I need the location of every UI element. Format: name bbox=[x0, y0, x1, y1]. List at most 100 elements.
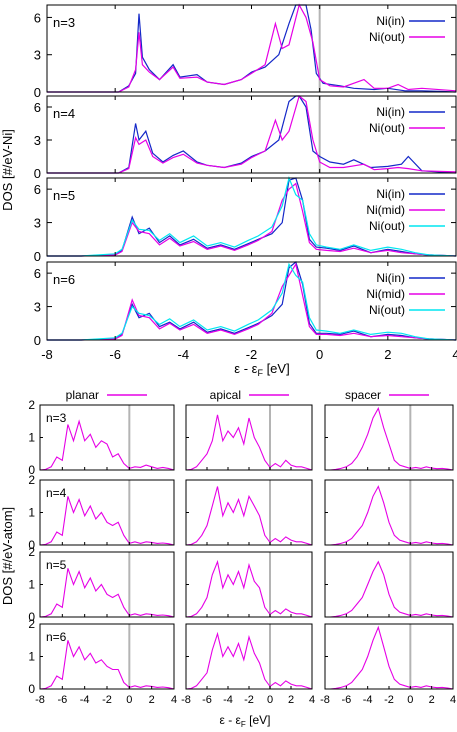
dos-curve bbox=[40, 640, 174, 689]
x-tick-label: -2 bbox=[384, 694, 394, 706]
x-tick-label: 0 bbox=[316, 347, 323, 362]
y-tick-label: 6 bbox=[34, 100, 41, 115]
x-tick-label: -2 bbox=[102, 694, 112, 706]
y-tick-label: 0 bbox=[34, 166, 41, 181]
panel-frame bbox=[325, 405, 453, 470]
small-panel-apical-n5 bbox=[186, 552, 312, 617]
y-tick-label: 2 bbox=[28, 398, 35, 412]
x-tick-label: -8 bbox=[35, 694, 45, 706]
top-panel-6: 0 3 6 n=6 Ni(in) Ni(mid) Ni(out) bbox=[34, 262, 456, 348]
bottom-x-label-prefix: ε - ε bbox=[220, 713, 242, 727]
small-panel-spacer-n6: -8 -6 -4 -2 0 2 4 bbox=[320, 624, 456, 706]
top-x-label-suffix: [eV] bbox=[263, 361, 290, 376]
dos-curve bbox=[325, 487, 453, 546]
x-tick-label: -2 bbox=[246, 347, 258, 362]
panel-frame bbox=[186, 405, 312, 470]
small-panel-spacer-n5 bbox=[325, 552, 453, 617]
panel-frame bbox=[186, 624, 312, 689]
small-panel-planar-n6: 012-8 -6 -4 -2 0 2 4n=6 bbox=[28, 617, 177, 706]
x-tick-label: -6 bbox=[341, 694, 351, 706]
small-panel-apical-n6: -8 -6 -4 -2 0 2 4 bbox=[181, 624, 315, 706]
y-tick-label: 6 bbox=[34, 266, 41, 281]
top-figure: 036 n=3 Ni(in)Ni(out)036 n=4 Ni(in)Ni(out)03… bbox=[34, 5, 457, 362]
y-tick-label: 3 bbox=[34, 48, 41, 63]
column-title-apical: apical bbox=[210, 388, 241, 402]
dos-curve bbox=[40, 496, 174, 545]
x-tick-label: 4 bbox=[452, 347, 457, 362]
x-tick-label: -4 bbox=[178, 347, 190, 362]
dos-curve bbox=[325, 408, 453, 470]
top-panel-4: 0 3 6 n=4 Ni(in) Ni(out) bbox=[34, 96, 456, 181]
dos-curve bbox=[325, 627, 453, 689]
small-panel-planar-n4: 0 1 2 n=4 bbox=[28, 473, 174, 552]
dos-curve bbox=[186, 562, 312, 617]
x-tick-label: 2 bbox=[149, 694, 155, 706]
panel-frame bbox=[325, 624, 453, 689]
legend-label: Ni(mid) bbox=[366, 287, 405, 301]
y-tick-label: 0 bbox=[34, 333, 41, 348]
top-panel-3: 0 3 6 n=3 Ni(in) Ni(out) bbox=[34, 5, 456, 100]
x-tick-label: -4 bbox=[223, 694, 233, 706]
panel-frame bbox=[325, 552, 453, 617]
y-tick-label: 1 bbox=[28, 578, 35, 592]
x-tick-label: 2 bbox=[384, 347, 391, 362]
x-tick-label: -2 bbox=[244, 694, 254, 706]
small-panel-planar-n3: 012n=3 bbox=[28, 398, 174, 477]
x-tick-label: -8 bbox=[181, 694, 191, 706]
legend-label: Ni(in) bbox=[376, 187, 405, 201]
bottom-x-axis-label: ε - εF [eV] bbox=[220, 713, 271, 729]
x-tick-label: -6 bbox=[109, 347, 121, 362]
dos-curve bbox=[186, 487, 312, 546]
small-panel-spacer-n4 bbox=[325, 480, 453, 545]
panel-label: n=5 bbox=[46, 558, 67, 572]
y-tick-label: 3 bbox=[34, 216, 41, 231]
x-tick-label: -4 bbox=[80, 694, 90, 706]
legend-label: Ni(mid) bbox=[366, 203, 405, 217]
y-tick-label: 2 bbox=[28, 545, 35, 559]
x-tick-label: -8 bbox=[320, 694, 330, 706]
dos-curve bbox=[40, 568, 174, 617]
x-tick-label: 0 bbox=[407, 694, 413, 706]
column-title-spacer: spacer bbox=[345, 388, 381, 402]
y-tick-label: 6 bbox=[34, 10, 41, 25]
panel-label: n=6 bbox=[53, 272, 75, 287]
x-tick-label: -4 bbox=[363, 694, 373, 706]
small-panel-apical-n4 bbox=[186, 480, 312, 545]
bottom-figure: planar apical spacer012n=3012n=4012n=5012-… bbox=[28, 388, 456, 706]
x-tick-label: -8 bbox=[41, 347, 53, 362]
small-panel-planar-n5: 0 1 2 n=5 bbox=[28, 545, 174, 624]
top-x-axis-label: ε - εF [eV] bbox=[234, 361, 289, 378]
dos-curve bbox=[186, 415, 312, 470]
bottom-x-label-suffix: [eV] bbox=[246, 713, 271, 727]
x-tick-label: -6 bbox=[202, 694, 212, 706]
y-tick-label: 0 bbox=[34, 85, 41, 100]
panel-frame bbox=[186, 552, 312, 617]
y-tick-label: 1 bbox=[28, 431, 35, 445]
panel-label: n=4 bbox=[46, 486, 67, 500]
panel-label: n=5 bbox=[53, 188, 75, 203]
y-tick-label: 2 bbox=[28, 473, 35, 487]
x-tick-label: 4 bbox=[450, 694, 456, 706]
top-y-axis-label: DOS [#/eV-Ni] bbox=[0, 129, 15, 211]
legend-label: Ni(in) bbox=[376, 14, 405, 28]
x-tick-label: 4 bbox=[171, 694, 177, 706]
panel-label: n=4 bbox=[53, 106, 75, 121]
legend-label: Ni(out) bbox=[369, 303, 405, 317]
panel-frame bbox=[325, 480, 453, 545]
legend-label: Ni(out) bbox=[369, 30, 405, 44]
dos-curve bbox=[186, 634, 312, 689]
bottom-y-axis-label: DOS [#/eV-atom] bbox=[0, 507, 15, 605]
top-panel-5: 0 3 6 n=5 Ni(in) Ni(mid) Ni(out) bbox=[34, 178, 456, 264]
legend-label: Ni(in) bbox=[376, 271, 405, 285]
y-tick-label: 3 bbox=[34, 133, 41, 148]
x-tick-label: 2 bbox=[429, 694, 435, 706]
x-tick-label: 0 bbox=[126, 694, 132, 706]
x-tick-label: 4 bbox=[309, 694, 315, 706]
column-title-planar: planar bbox=[66, 388, 99, 402]
legend-label: Ni(out) bbox=[369, 121, 405, 135]
y-tick-label: 0 bbox=[34, 249, 41, 264]
y-tick-label: 6 bbox=[34, 182, 41, 197]
x-tick-label: -6 bbox=[57, 694, 67, 706]
y-tick-label: 2 bbox=[28, 617, 35, 631]
